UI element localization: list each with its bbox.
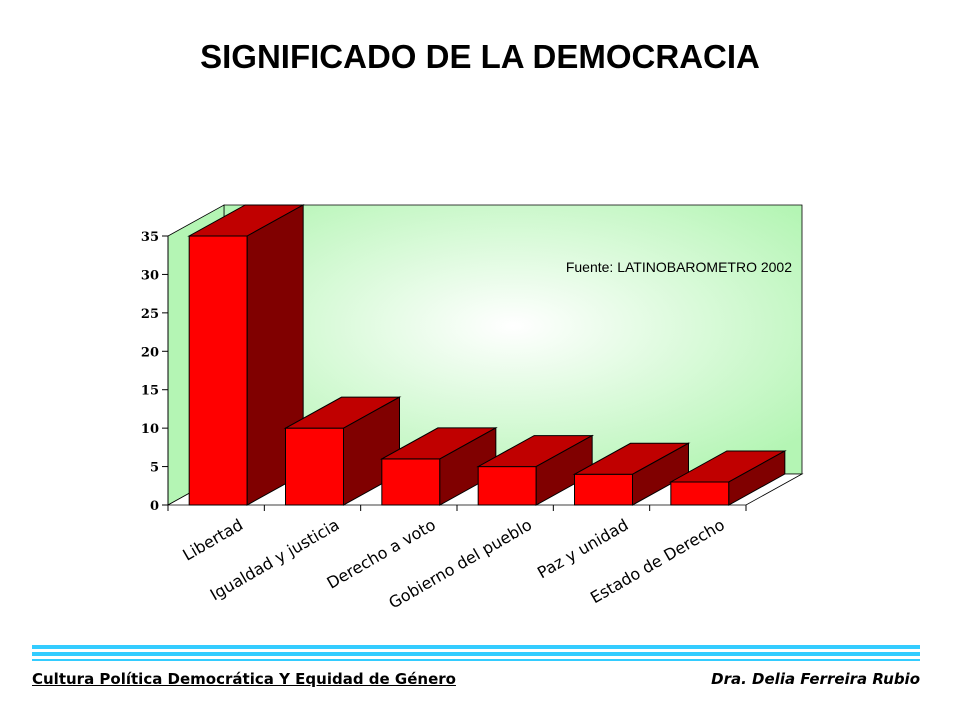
page-title: SIGNIFICADO DE LA DEMOCRACIA (200, 38, 760, 75)
y-tick-label: 35 (141, 230, 159, 245)
bar-front (188, 235, 248, 506)
x-tick-label: Libertad (179, 515, 246, 565)
bar (668, 450, 787, 506)
x-tick-label: Paz y unidad (534, 515, 632, 582)
footer-author: Dra. Delia Ferreira Rubio (711, 670, 920, 688)
footer-divider-3 (32, 659, 920, 661)
bar-side (728, 450, 786, 506)
bar-front (477, 466, 537, 506)
y-tick-label: 10 (141, 422, 159, 437)
bar-front (574, 473, 633, 506)
y-tick-label: 15 (141, 384, 159, 399)
footer-course-title: Cultura Política Democrática Y Equidad d… (32, 670, 456, 688)
bar-front (381, 458, 441, 506)
bar (476, 434, 595, 506)
bar (572, 442, 691, 506)
bar-front (285, 427, 344, 506)
y-axis: 0 5 10 15 20 25 30 35 (141, 230, 747, 514)
y-tick-label: 25 (141, 307, 159, 322)
bars (187, 204, 787, 506)
footer-divider-2 (32, 652, 920, 656)
y-tick-label: 20 (141, 345, 159, 360)
bar (379, 427, 498, 506)
footer-divider (32, 645, 920, 649)
bar-front (670, 481, 730, 506)
chart-annotation: Fuente: LATINOBAROMETRO 2002 (566, 259, 792, 275)
y-tick-label: 5 (150, 461, 159, 476)
y-tick-label: 30 (141, 268, 159, 283)
y-tick-label: 0 (150, 499, 159, 514)
